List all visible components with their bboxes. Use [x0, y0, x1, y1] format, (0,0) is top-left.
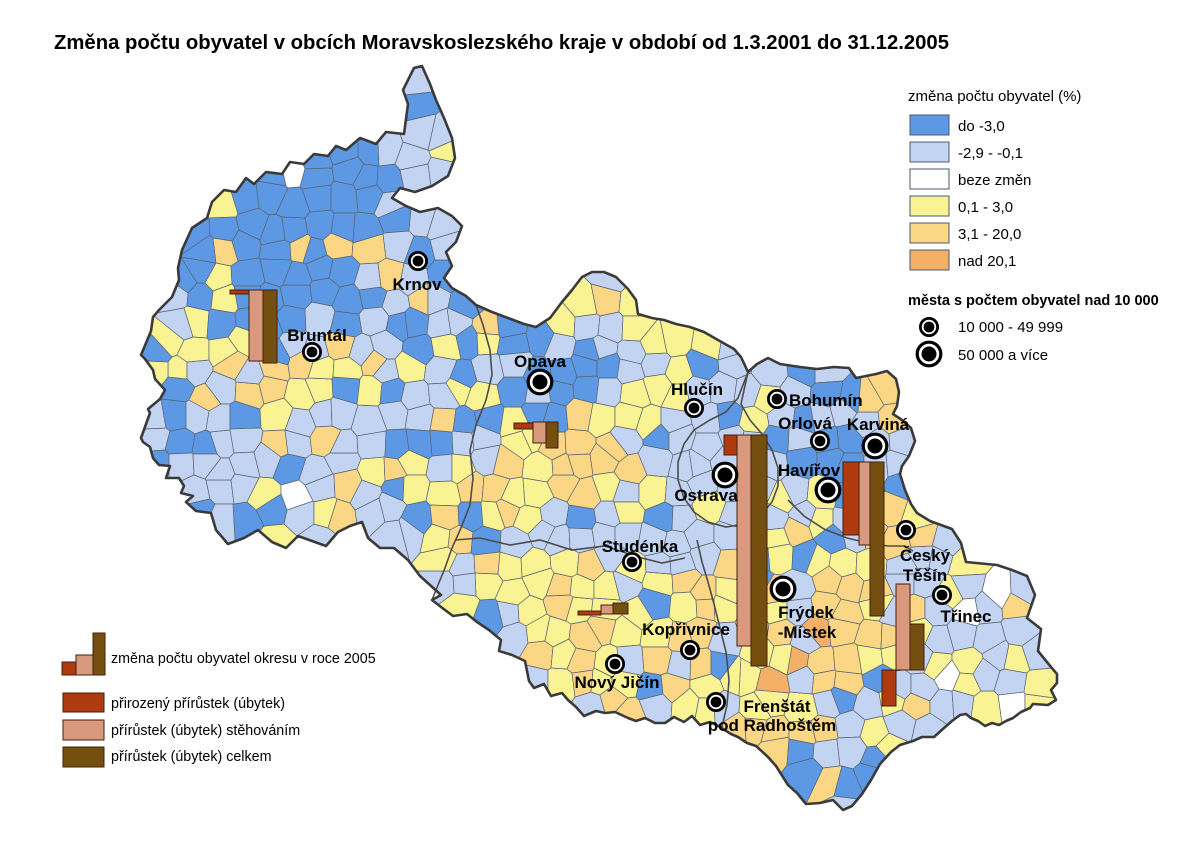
svg-text:beze změn: beze změn [958, 172, 1031, 189]
svg-text:Frýdek: Frýdek [778, 603, 834, 622]
svg-text:přirozený přírůstek (úbytek): přirozený přírůstek (úbytek) [111, 696, 285, 712]
svg-text:Český: Český [900, 546, 951, 565]
svg-text:Nový Jičín: Nový Jičín [574, 673, 659, 692]
svg-text:50 000 a více: 50 000 a více [958, 347, 1048, 364]
svg-text:Karviná: Karviná [847, 415, 910, 434]
svg-text:Těšín: Těšín [903, 566, 947, 585]
svg-text:do -3,0: do -3,0 [958, 118, 1005, 135]
svg-text:-Místek: -Místek [778, 623, 837, 642]
svg-text:Třinec: Třinec [940, 607, 991, 626]
svg-text:nad 20,1: nad 20,1 [958, 253, 1016, 270]
svg-text:-2,9 - -0,1: -2,9 - -0,1 [958, 145, 1023, 162]
svg-text:0,1 - 3,0: 0,1 - 3,0 [958, 199, 1013, 216]
svg-text:3,1 - 20,0: 3,1 - 20,0 [958, 226, 1021, 243]
svg-text:10 000 - 49 999: 10 000 - 49 999 [958, 319, 1063, 336]
svg-text:Změna počtu obyvatel v obcích: Změna počtu obyvatel v obcích Moravskosl… [54, 32, 949, 54]
svg-text:Studénka: Studénka [602, 537, 679, 556]
svg-text:přírůstek (úbytek) celkem: přírůstek (úbytek) celkem [111, 749, 272, 765]
svg-text:přírůstek (úbytek) stěhováním: přírůstek (úbytek) stěhováním [111, 723, 300, 739]
svg-text:Orlová: Orlová [778, 414, 832, 433]
svg-text:Bruntál: Bruntál [287, 326, 347, 345]
svg-text:města s počtem obyvatel nad 10: města s počtem obyvatel nad 10 000 [908, 293, 1159, 309]
svg-text:Havířov: Havířov [778, 461, 841, 480]
svg-text:změna počtu obyvatel okresu v: změna počtu obyvatel okresu v roce 2005 [111, 651, 376, 667]
svg-text:Ostrava: Ostrava [674, 486, 738, 505]
svg-text:Krnov: Krnov [392, 275, 442, 294]
svg-text:Opava: Opava [514, 352, 567, 371]
svg-text:Hlučín: Hlučín [671, 380, 723, 399]
svg-text:Frenštát: Frenštát [743, 697, 810, 716]
svg-text:pod Radhoštěm: pod Radhoštěm [708, 716, 836, 735]
svg-text:změna počtu obyvatel (%): změna počtu obyvatel (%) [908, 88, 1081, 105]
svg-text:Bohumín: Bohumín [789, 391, 863, 410]
svg-text:Kopřivnice: Kopřivnice [642, 620, 730, 639]
